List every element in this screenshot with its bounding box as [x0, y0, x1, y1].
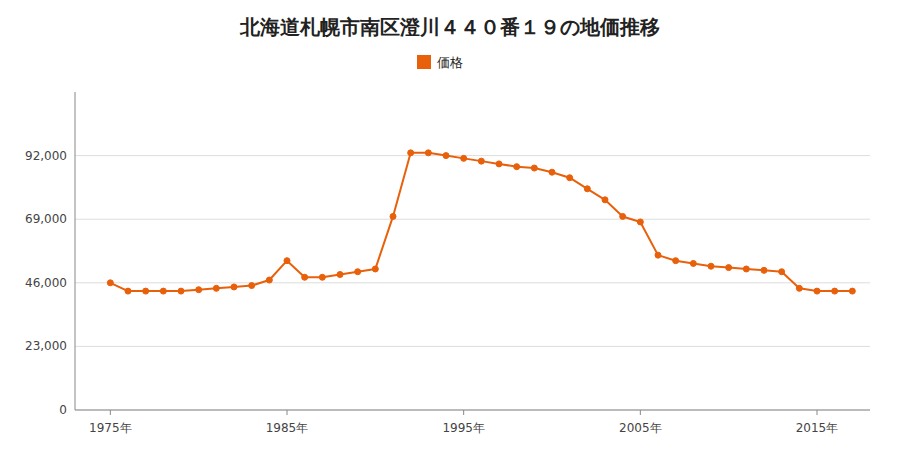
- series-marker: [372, 266, 378, 272]
- series-marker: [160, 288, 166, 294]
- series-marker: [390, 213, 396, 219]
- grid-line: [75, 282, 870, 283]
- series-marker: [107, 280, 113, 286]
- series-marker: [602, 197, 608, 203]
- x-tick-label: 1995年: [442, 421, 485, 435]
- chart-container: 北海道札幌市南区澄川４４０番１９の地価推移 0 23,000 46,000 69,000…: [0, 0, 900, 450]
- series-marker: [443, 153, 449, 159]
- series-marker: [319, 274, 325, 280]
- x-ticks: 1975年 1985年 1995年 2005年 2015年: [89, 410, 838, 435]
- x-tick-mark: [817, 410, 818, 415]
- x-tick-mark: [110, 410, 111, 415]
- grid-line: [75, 219, 870, 220]
- series-marker: [655, 252, 661, 258]
- grid-line: [75, 346, 870, 347]
- y-tick-label: 23,000: [25, 339, 67, 353]
- series-marker: [761, 267, 767, 273]
- series-marker: [408, 150, 414, 156]
- x-axis-line: [75, 410, 870, 411]
- series-marker: [302, 274, 308, 280]
- series-marker: [549, 169, 555, 175]
- grid-line: [75, 410, 870, 411]
- series-marker: [514, 164, 520, 170]
- series-marker: [125, 288, 131, 294]
- series-marker: [178, 288, 184, 294]
- x-tick-label: 1975年: [89, 421, 132, 435]
- series-marker: [231, 284, 237, 290]
- x-tick-label: 2015年: [796, 421, 839, 435]
- y-grid: [75, 156, 870, 410]
- legend: 価格: [417, 55, 463, 70]
- series-marker: [461, 155, 467, 161]
- grid-line: [75, 155, 870, 156]
- y-tick-label: 46,000: [25, 276, 67, 290]
- x-tick-mark: [463, 410, 464, 415]
- series-marker: [355, 269, 361, 275]
- series-marker: [496, 161, 502, 167]
- series-marker: [779, 269, 785, 275]
- series-marker: [584, 186, 590, 192]
- series-marker: [620, 213, 626, 219]
- series-marker: [213, 285, 219, 291]
- series-marker: [673, 258, 679, 264]
- y-tick-label: 0: [59, 403, 67, 417]
- series-marker: [832, 288, 838, 294]
- series-marker: [196, 287, 202, 293]
- y-tick-labels: 0 23,000 46,000 69,000 92,000: [25, 149, 67, 417]
- y-tick-label: 69,000: [25, 212, 67, 226]
- x-tick-mark: [640, 410, 641, 415]
- series-marker: [478, 158, 484, 164]
- y-axis-line: [75, 92, 76, 410]
- series-marker: [743, 266, 749, 272]
- series-marker: [814, 288, 820, 294]
- series-line: [110, 153, 852, 291]
- x-tick-label: 1985年: [266, 421, 309, 435]
- series-marker: [637, 219, 643, 225]
- series-marker: [849, 288, 855, 294]
- series-marker: [726, 265, 732, 271]
- series-marker: [337, 272, 343, 278]
- series-marker: [249, 283, 255, 289]
- chart-svg: 北海道札幌市南区澄川４４０番１９の地価推移 0 23,000 46,000 69,000…: [0, 0, 900, 450]
- x-tick-mark: [287, 410, 288, 415]
- y-tick-label: 92,000: [25, 149, 67, 163]
- data-layer: [107, 150, 855, 294]
- series-marker: [266, 277, 272, 283]
- series-marker: [531, 165, 537, 171]
- x-tick-label: 2005年: [619, 421, 662, 435]
- legend-swatch: [417, 55, 431, 69]
- series-marker: [708, 263, 714, 269]
- series-marker: [567, 175, 573, 181]
- series-marker: [425, 150, 431, 156]
- series-marker: [796, 285, 802, 291]
- series-marker: [690, 260, 696, 266]
- legend-label: 価格: [437, 55, 463, 70]
- chart-title: 北海道札幌市南区澄川４４０番１９の地価推移: [239, 15, 660, 39]
- series-marker: [284, 258, 290, 264]
- series-marker: [143, 288, 149, 294]
